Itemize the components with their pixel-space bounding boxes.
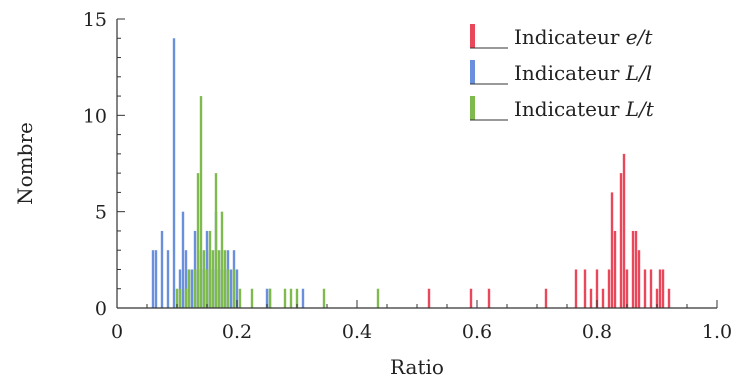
bar-series-2 (226, 269, 230, 308)
bar-series-2 (208, 230, 212, 308)
bar-series-1 (154, 250, 158, 308)
bar-series-2 (322, 288, 326, 308)
bar-series-0 (469, 288, 473, 308)
bar-series-2 (214, 173, 218, 308)
bar-series-2 (202, 250, 206, 308)
bar-series-1 (151, 250, 155, 308)
bar-series-2 (196, 173, 200, 308)
bar-series-0 (661, 269, 665, 308)
bar-series-0 (667, 288, 671, 308)
x-tick-label: 0.2 (222, 321, 252, 343)
x-tick-label: 1.0 (702, 321, 732, 343)
bar-series-2 (289, 288, 293, 308)
bar-series-0 (625, 269, 629, 308)
bar-series-0 (658, 269, 662, 308)
bar-series-2 (217, 250, 221, 308)
bar-series-0 (643, 269, 647, 308)
bar-series-2 (283, 288, 287, 308)
bar-series-2 (211, 250, 215, 308)
legend: Indicateur e/t Indicateur L/l Indicateur L… (470, 24, 655, 121)
bar-series-0 (619, 173, 623, 308)
bar-series-1 (301, 288, 305, 308)
y-tick-label: 15 (83, 9, 107, 31)
y-tick-label: 0 (95, 298, 107, 320)
bar-series-0 (634, 230, 638, 308)
bar-series-1 (181, 211, 185, 308)
bar-series-2 (205, 269, 209, 308)
bar-series-0 (595, 269, 599, 308)
bar-series-1 (265, 288, 269, 308)
bar-series-0 (583, 269, 587, 308)
bar-series-2 (295, 288, 299, 308)
bar-series-2 (175, 288, 179, 308)
bar-series-0 (589, 288, 593, 308)
bar-series-1 (190, 269, 194, 308)
y-tick-label: 5 (95, 202, 107, 224)
bar-series-2 (376, 288, 380, 308)
bar-series-2 (232, 269, 236, 308)
bar-series-1 (193, 230, 197, 308)
bar-series-0 (607, 269, 611, 308)
y-tick-label: 10 (83, 105, 107, 127)
bar-series-1 (205, 230, 209, 308)
bar-series-2 (238, 288, 242, 308)
legend-swatch-2 (470, 96, 475, 120)
x-tick-label: 0.4 (342, 321, 372, 343)
bar-series-2 (187, 269, 191, 308)
x-tick-label: 0.8 (582, 321, 612, 343)
bar-series-1 (235, 269, 239, 308)
bar-series-0 (610, 192, 614, 308)
bar-series-2 (199, 96, 203, 308)
legend-label-1: Indicateur L/l (514, 61, 652, 85)
x-tick-label: 0.6 (462, 321, 492, 343)
x-ticks: 0 0.2 0.4 0.6 0.8 1.0 (111, 300, 732, 343)
legend-label-2: Indicateur L/t (514, 97, 655, 121)
bar-series-2 (268, 288, 272, 308)
y-axis-title: Nombre (13, 122, 37, 205)
bar-series-2 (220, 211, 224, 308)
bar-series-0 (631, 230, 635, 308)
bar-series-0 (544, 288, 548, 308)
bar-series-1 (184, 250, 188, 308)
bar-series-1 (160, 230, 164, 308)
bar-series-0 (655, 288, 659, 308)
bar-series-1 (229, 269, 233, 308)
bar-series-0 (622, 153, 626, 308)
bar-series-0 (601, 288, 605, 308)
bar-series-2 (178, 288, 182, 308)
y-ticks: 0 5 10 15 (83, 9, 125, 320)
bar-series-2 (184, 288, 188, 308)
bar-series-0 (427, 288, 431, 308)
bar-series-0 (487, 288, 491, 308)
bar-series-0 (574, 269, 578, 308)
bar-series-2 (223, 250, 227, 308)
bar-series-1 (172, 38, 176, 309)
bar-series-0 (613, 230, 617, 308)
legend-swatch-1 (470, 60, 475, 84)
legend-swatch-0 (470, 24, 475, 48)
bar-series-2 (250, 288, 254, 308)
bar-series-1 (166, 250, 170, 308)
bar-series-0 (649, 269, 653, 308)
bar-series-2 (193, 269, 197, 308)
x-axis-title: Ratio (390, 355, 444, 379)
legend-label-0: Indicateur e/t (514, 25, 653, 49)
bars-layer (151, 38, 671, 309)
bar-series-0 (637, 250, 641, 308)
x-tick-label: 0 (111, 321, 123, 343)
